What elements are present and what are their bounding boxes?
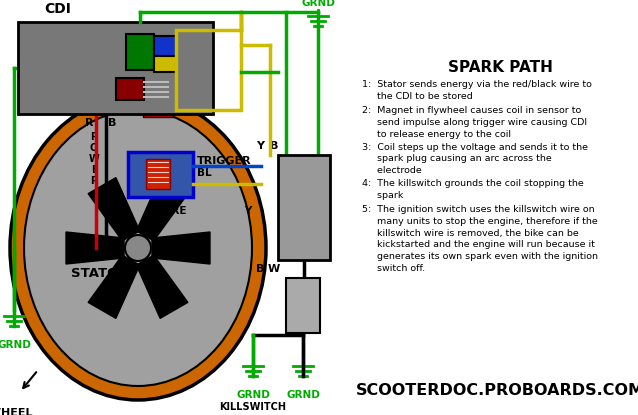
Text: B: B (270, 141, 278, 151)
Text: KILLSWITCH: KILLSWITCH (219, 402, 286, 412)
Text: WIRE: WIRE (156, 206, 187, 216)
Polygon shape (152, 232, 210, 264)
Text: E: E (91, 165, 98, 175)
Text: 4:  The killswitch grounds the coil stopping the
     spark: 4: The killswitch grounds the coil stopp… (362, 179, 584, 200)
FancyBboxPatch shape (278, 155, 330, 260)
Text: H: H (299, 304, 308, 314)
Polygon shape (88, 178, 140, 241)
FancyBboxPatch shape (126, 34, 154, 70)
FancyBboxPatch shape (18, 22, 213, 114)
FancyBboxPatch shape (154, 36, 176, 56)
Text: GRND: GRND (286, 390, 320, 400)
Text: W: W (268, 264, 280, 274)
Polygon shape (137, 255, 188, 318)
Text: 2:  Magnet in flywheel causes coil in sensor to
     send impulse along trigger : 2: Magnet in flywheel causes coil in sen… (362, 106, 587, 139)
FancyBboxPatch shape (154, 56, 176, 72)
Text: 3:  Coil steps up the voltage and sends it to the
     spark plug causing an arc: 3: Coil steps up the voltage and sends i… (362, 142, 588, 175)
Text: TRIGGER: TRIGGER (197, 156, 251, 166)
Text: L: L (300, 293, 306, 303)
Ellipse shape (24, 110, 252, 386)
Circle shape (125, 235, 151, 261)
Polygon shape (66, 232, 124, 264)
Text: P: P (299, 282, 307, 292)
Text: FLYWHEEL: FLYWHEEL (0, 408, 33, 415)
Polygon shape (137, 178, 188, 241)
Text: SCOOTERDOC.PROBOARDS.COM: SCOOTERDOC.PROBOARDS.COM (355, 383, 638, 398)
Text: O: O (90, 143, 98, 153)
Text: GRND: GRND (301, 0, 335, 8)
Text: B: B (256, 264, 264, 274)
FancyBboxPatch shape (286, 278, 320, 333)
Text: Y: Y (256, 141, 264, 151)
Text: Y: Y (244, 206, 251, 216)
Text: COIL: COIL (285, 200, 323, 215)
FancyBboxPatch shape (128, 152, 193, 197)
Text: R: R (90, 176, 98, 186)
Text: CDI: CDI (45, 2, 71, 16)
Text: BL: BL (197, 168, 212, 178)
FancyBboxPatch shape (143, 105, 173, 117)
Text: 5:  The ignition switch uses the killswitch wire on
     many units to stop the : 5: The ignition switch uses the killswit… (362, 205, 598, 273)
Ellipse shape (10, 96, 266, 400)
Text: W: W (89, 154, 100, 164)
Text: STATOR: STATOR (71, 266, 129, 279)
Text: GRND: GRND (236, 390, 270, 400)
FancyBboxPatch shape (146, 159, 170, 189)
Text: GRND: GRND (0, 340, 31, 350)
Text: KILL: KILL (172, 76, 198, 86)
Text: G: G (299, 315, 308, 325)
FancyBboxPatch shape (116, 78, 144, 100)
Text: P: P (91, 132, 98, 142)
Text: 1:  Stator sends energy via the red/black wire to
     the CDI to be stored: 1: Stator sends energy via the red/black… (362, 80, 592, 101)
Text: R: R (85, 118, 94, 128)
Text: SPARK PATH: SPARK PATH (448, 60, 553, 75)
Polygon shape (88, 255, 140, 318)
Text: B: B (108, 118, 116, 128)
